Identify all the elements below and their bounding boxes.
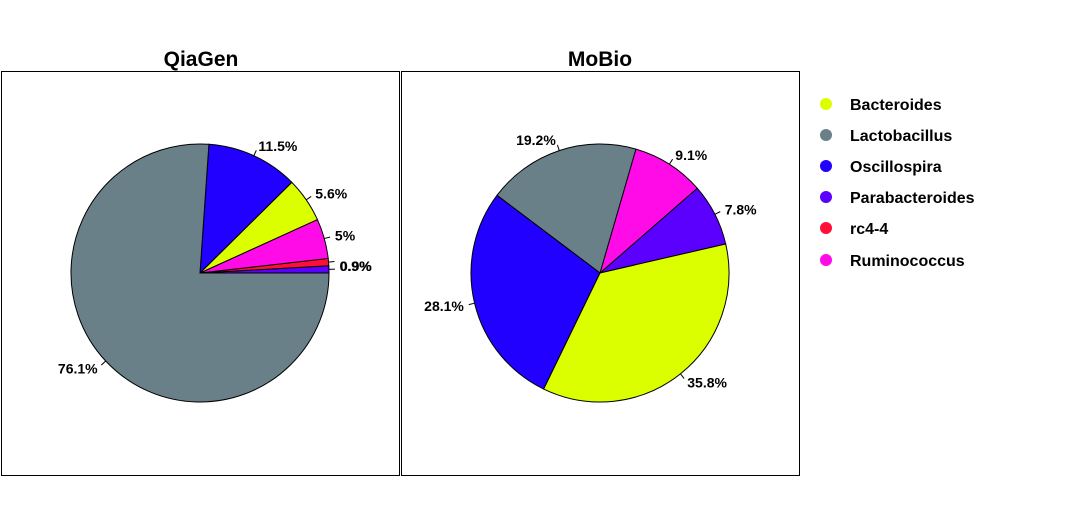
- pie-label-tick: [557, 145, 559, 151]
- legend-swatch: [820, 129, 832, 141]
- pie-label-tick: [715, 212, 720, 215]
- pie-label-tick: [254, 150, 257, 155]
- legend-label: Ruminococcus: [850, 253, 965, 270]
- pie-data-label: 5%: [335, 228, 356, 244]
- pie-label-tick: [329, 262, 335, 263]
- pie-data-label: 7.8%: [725, 201, 757, 217]
- legend-label: Bacteroides: [850, 97, 942, 114]
- pie-data-label: 35.8%: [687, 374, 727, 390]
- legend-swatch: [820, 191, 832, 203]
- legend-item-oscillospira: Oscillospira: [820, 159, 942, 176]
- mobio-pie: 7.8% 9.1% 19.2% 28.1% 35.8%: [424, 132, 757, 402]
- pie-data-label: 5.6%: [315, 186, 347, 202]
- legend-swatch: [820, 254, 832, 266]
- legend-item-bacteroides: Bacteroides: [820, 97, 942, 114]
- legend-item-rc4-4: rc4-4: [820, 221, 888, 238]
- pie-data-label: 28.1%: [424, 298, 464, 314]
- pie-data-label: 9.1%: [675, 147, 707, 163]
- pie-data-label: 19.2%: [516, 132, 556, 148]
- pie-data-label: 11.5%: [258, 138, 297, 154]
- mobio-panel: MoBio 7.8% 9.1% 19.2% 28.1% 35.8%: [402, 48, 800, 476]
- pie-label-tick: [469, 303, 475, 304]
- legend-label: Oscillospira: [850, 159, 942, 176]
- legend-swatch: [820, 160, 832, 172]
- pie-data-label: 0.9%: [340, 258, 372, 274]
- legend-item-ruminococcus: Ruminococcus: [820, 253, 965, 270]
- legend-swatch: [820, 222, 832, 234]
- qiagen-panel: QiaGen 0.9%0.9%5%5.6%11.5%76.1%: [2, 48, 400, 476]
- legend-item-parabacteroides: Parabacteroides: [820, 190, 975, 207]
- pie-label-tick: [101, 361, 105, 365]
- legend-label: rc4-4: [850, 221, 888, 238]
- qiagen-title: QiaGen: [164, 48, 239, 71]
- pie-label-tick: [680, 374, 684, 379]
- mobio-title: MoBio: [568, 48, 632, 71]
- pie-label-tick: [324, 237, 330, 239]
- pie-data-label: 76.1%: [58, 361, 98, 377]
- legend-label: Lactobacillus: [850, 128, 952, 145]
- legend: Bacteroides Lactobacillus Oscillospira P…: [820, 97, 975, 270]
- legend-swatch: [820, 98, 832, 110]
- qiagen-pie: 0.9%0.9%5%5.6%11.5%76.1%: [58, 138, 372, 402]
- pie-label-tick: [669, 159, 672, 164]
- legend-item-lactobacillus: Lactobacillus: [820, 128, 952, 145]
- legend-label: Parabacteroides: [850, 190, 975, 207]
- pie-label-tick: [306, 196, 311, 199]
